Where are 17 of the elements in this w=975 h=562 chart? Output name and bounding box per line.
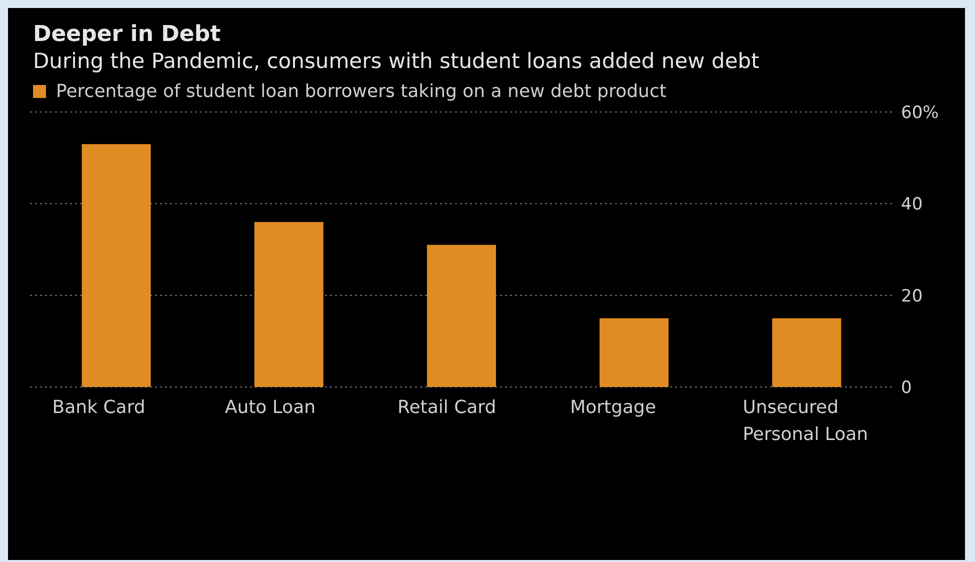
legend-label: Percentage of student loan borrowers taking on a new debt product [56, 81, 666, 102]
y-tick-label: 0 [901, 378, 912, 398]
x-tick-label: Unsecured Personal Loan [742, 397, 868, 445]
y-tick-label: 20 [901, 286, 923, 306]
x-tick-label: Bank Card [52, 397, 146, 418]
chart-subtitle: During the Pandemic, consumers with student loans added new debt [33, 49, 760, 73]
y-tick-label: 60% [901, 103, 939, 124]
chart-title: Deeper in Debt [33, 22, 222, 47]
bar [600, 318, 669, 387]
bar [254, 222, 324, 387]
x-tick-label: Mortgage [570, 397, 656, 418]
x-tick-label: Auto Loan [224, 397, 316, 418]
y-tick-label: 40 [901, 194, 923, 215]
bar [772, 318, 842, 387]
bar [426, 244, 496, 387]
bar [82, 144, 151, 387]
x-tick-label: Retail Card [398, 397, 496, 418]
